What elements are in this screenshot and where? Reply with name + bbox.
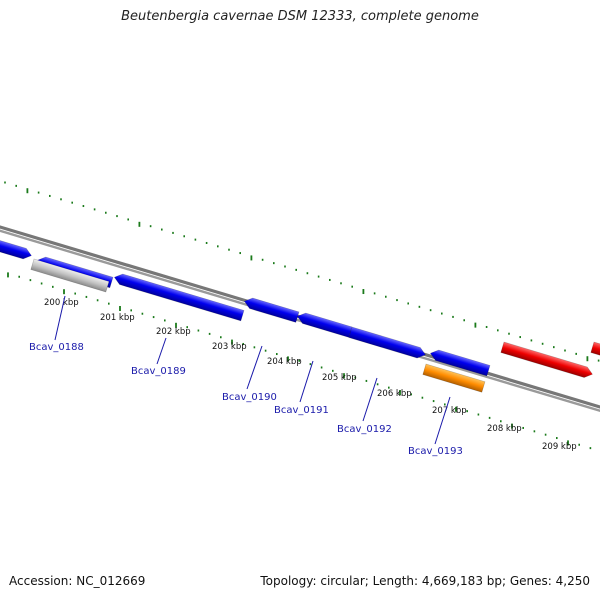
scale-label: 205 kbp <box>322 373 357 383</box>
highlighted-gene-arrow[interactable] <box>500 341 594 380</box>
locus-tag-label[interactable]: Bcav_0188 <box>29 342 84 353</box>
gene-arrow[interactable] <box>348 326 427 360</box>
locus-leader-line <box>299 360 314 403</box>
gene-arrow[interactable] <box>0 238 33 261</box>
scale-label: 204 kbp <box>267 357 302 367</box>
feature-track <box>0 238 600 393</box>
scale-label: 200 kbp <box>44 298 79 308</box>
locus-leader-line <box>362 377 378 422</box>
locus-tag-label[interactable]: Bcav_0190 <box>222 392 277 403</box>
accession-label: Accession: NC_012669 <box>9 574 146 588</box>
inner-tick-marks <box>7 272 592 450</box>
locus-tag-label[interactable]: Bcav_0189 <box>131 366 186 377</box>
rna-feature[interactable] <box>30 258 110 293</box>
locus-labels: Bcav_0188 Bcav_0189 Bcav_0190 Bcav_0191 Bcav… <box>29 295 463 457</box>
highlighted-gene-arrow[interactable] <box>590 341 600 357</box>
misc-feature[interactable] <box>422 363 486 393</box>
locus-leader-line <box>434 396 451 445</box>
gene-arrow[interactable] <box>113 272 245 322</box>
locus-tag-label[interactable]: Bcav_0191 <box>274 405 329 416</box>
scale-label: 207 kbp <box>432 406 467 416</box>
scale-labels: 200 kbp 201 kbp 202 kbp 203 kbp 204 kbp 205 k… <box>44 298 577 452</box>
locus-leader-line <box>54 295 66 341</box>
scale-label: 206 kbp <box>377 389 412 399</box>
gene-arrow[interactable] <box>243 296 300 323</box>
scale-label: 202 kbp <box>156 327 191 337</box>
gene-arrow[interactable] <box>296 311 353 338</box>
genome-summary: Topology: circular; Length: 4,669,183 bp… <box>260 574 590 588</box>
locus-tag-label[interactable]: Bcav_0193 <box>408 446 463 457</box>
scale-label: 201 kbp <box>100 313 135 323</box>
locus-leader-line <box>156 337 167 365</box>
gene-arrow[interactable] <box>429 348 491 377</box>
locus-leader-line <box>246 345 263 390</box>
backbone-line <box>0 229 600 413</box>
scale-label: 208 kbp <box>487 424 522 434</box>
map-title: Beutenbergia cavernae DSM 12333, complet… <box>121 9 479 24</box>
outer-tick-marks <box>4 181 600 362</box>
locus-tag-label[interactable]: Bcav_0192 <box>337 424 392 435</box>
scale-label: 203 kbp <box>212 342 247 352</box>
scale-label: 209 kbp <box>542 442 577 452</box>
